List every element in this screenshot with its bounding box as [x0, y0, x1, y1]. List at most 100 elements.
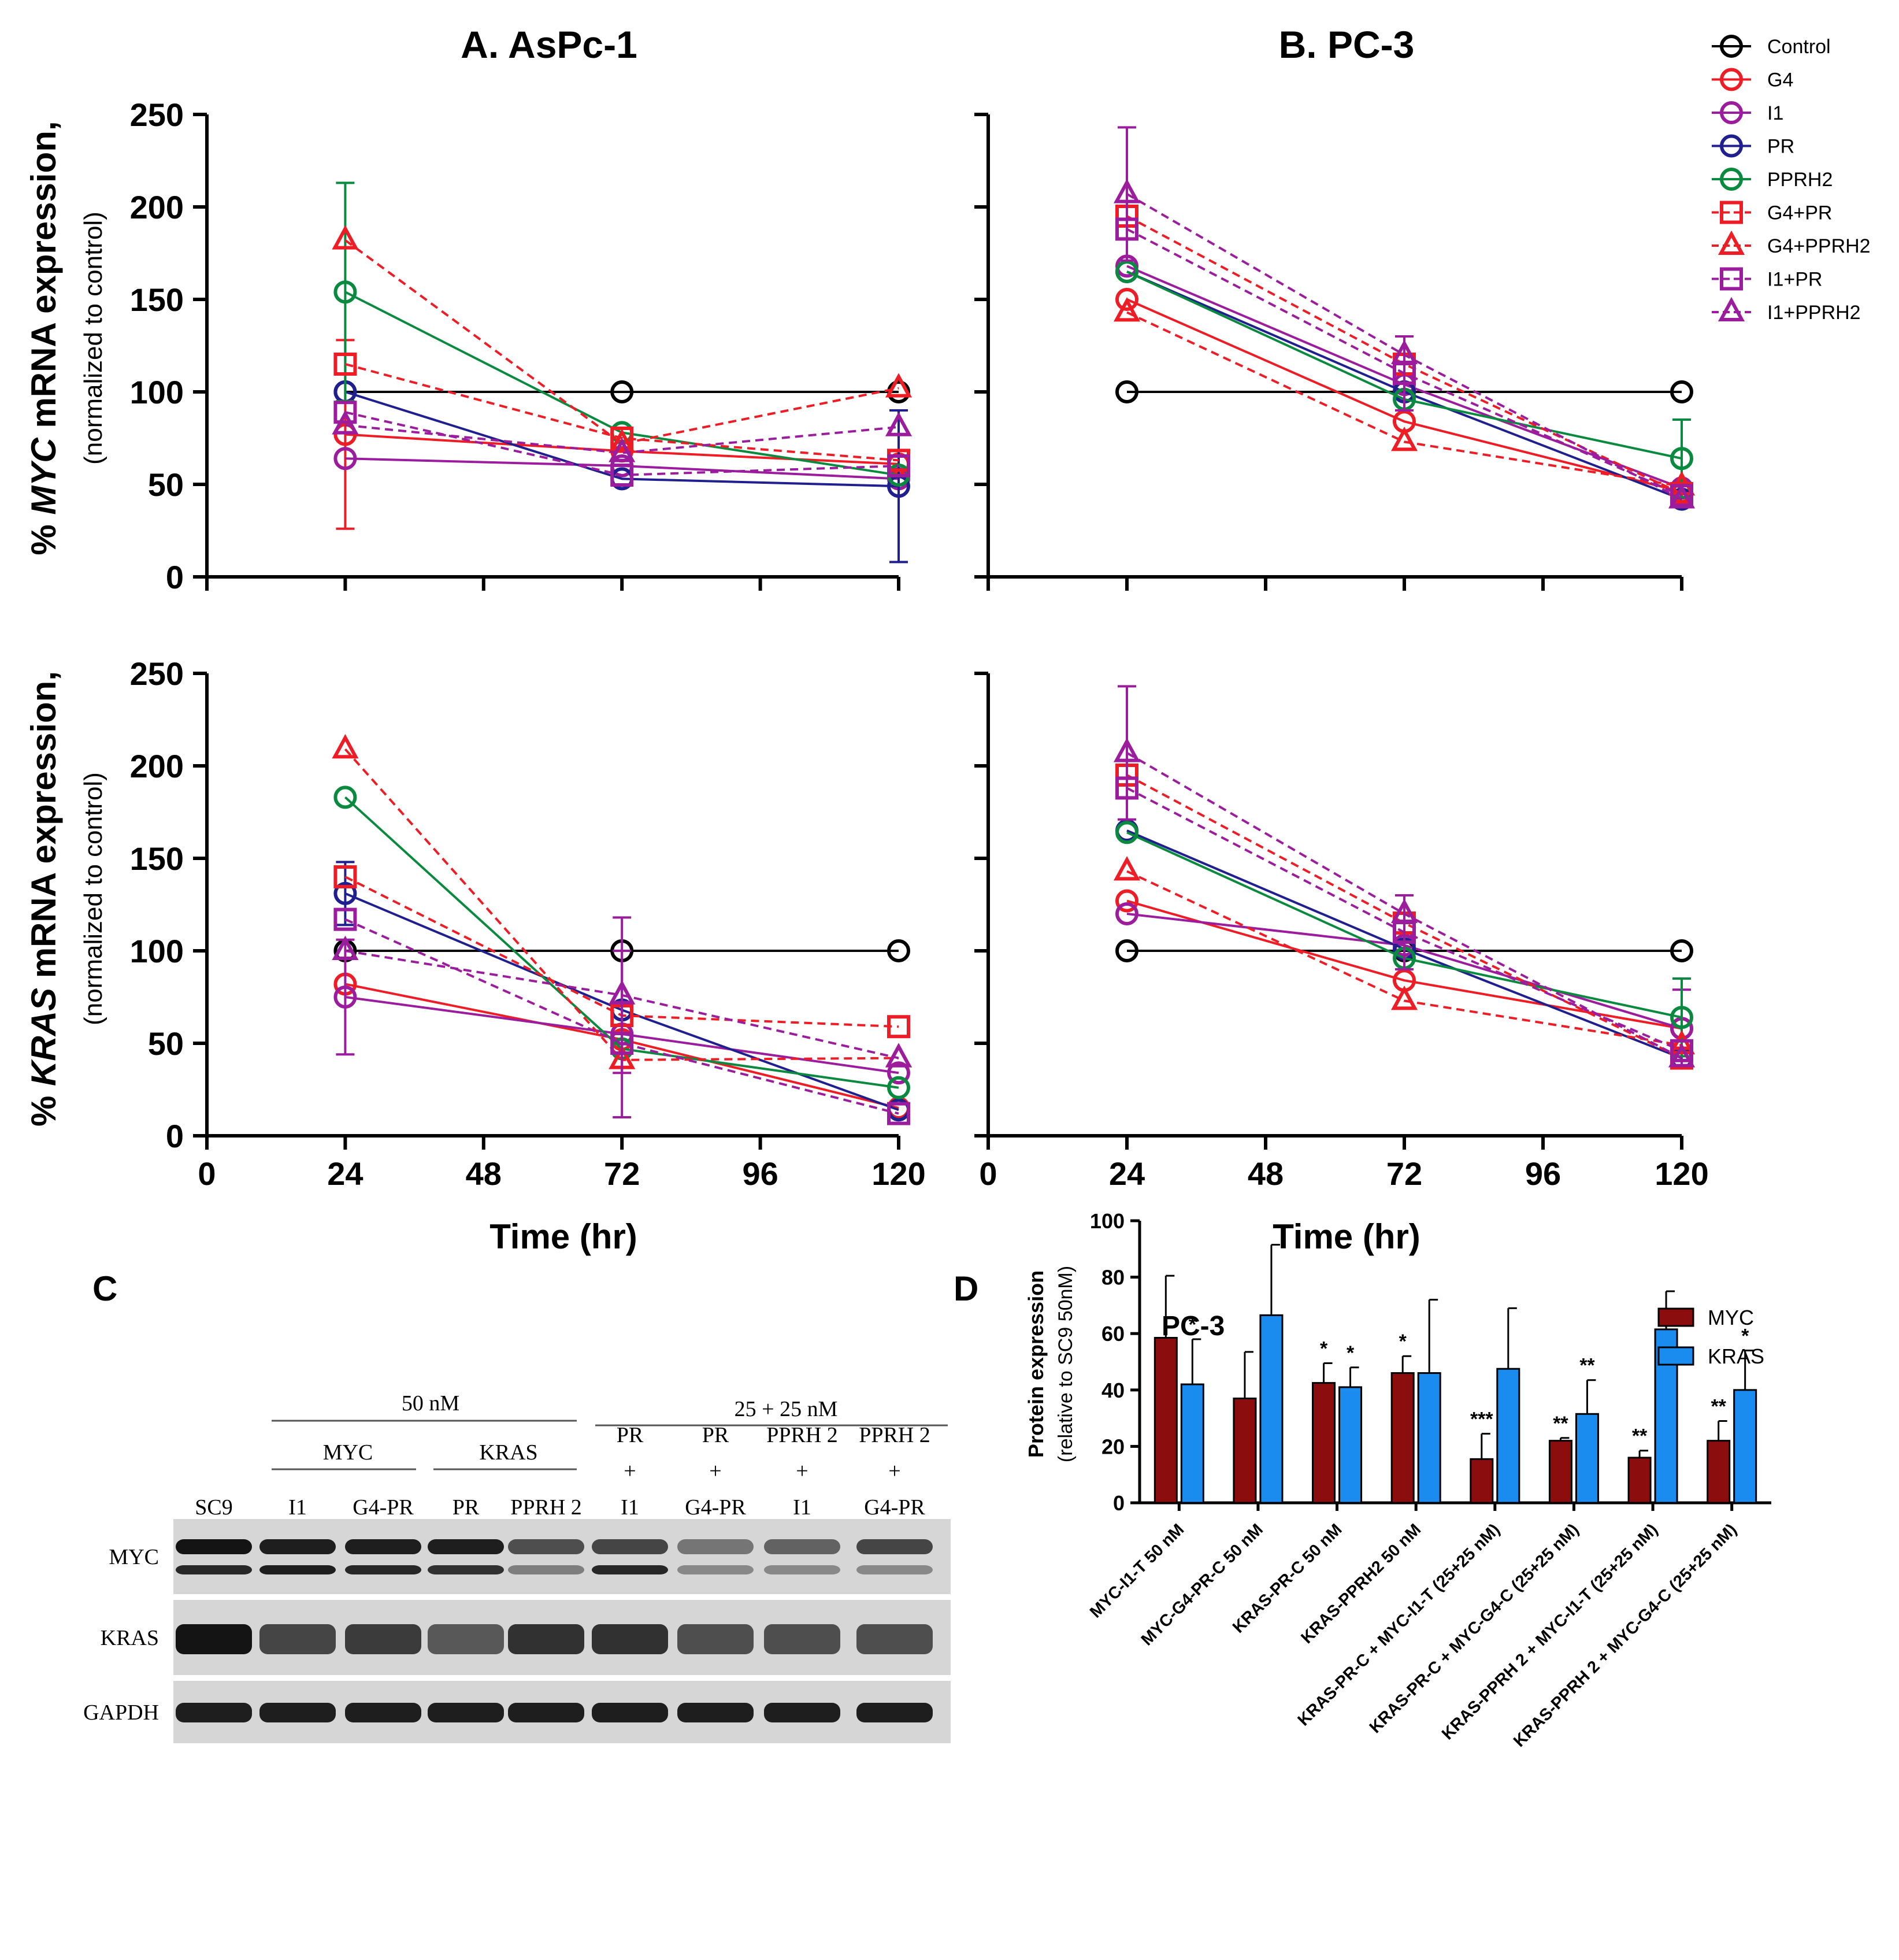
- series-line: [1126, 751, 1682, 1059]
- x-axis-label-right: Time (hr): [1273, 1217, 1420, 1256]
- legend-label: I1+PR: [1767, 269, 1822, 291]
- kras-ylabel-suffix: mRNA expression,: [24, 671, 63, 988]
- data-point: [610, 427, 634, 450]
- blot-sub-kras: KRAS: [479, 1440, 537, 1465]
- blot-band: [428, 1624, 504, 1654]
- series-line: [1126, 870, 1682, 1047]
- y-tick-label: 0: [1113, 1491, 1125, 1515]
- data-point: [887, 1015, 910, 1039]
- y-tick-label: 60: [1101, 1322, 1125, 1346]
- bar-legend-label: KRAS: [1708, 1344, 1764, 1368]
- y-tick-label: 0: [166, 1118, 184, 1154]
- series-line: [1126, 215, 1682, 495]
- series-line: [1126, 311, 1682, 488]
- data-point: [1115, 902, 1138, 925]
- legend-label: G4+PPRH2: [1767, 235, 1871, 257]
- blot-band: [259, 1703, 336, 1722]
- panel-c-label: C: [92, 1269, 117, 1308]
- legend-marker: [1720, 134, 1743, 158]
- blot-band: [259, 1624, 336, 1654]
- blot-lane-label: PPRH 2: [859, 1423, 930, 1447]
- series-line: [1126, 774, 1682, 1059]
- blot-band: [677, 1565, 754, 1574]
- blot-band: [677, 1624, 754, 1654]
- series-g4-pprh2: [332, 225, 913, 453]
- data-point: [333, 280, 357, 304]
- data-point: [1390, 427, 1418, 451]
- x-tick-label: 120: [1655, 1155, 1708, 1192]
- blot-rows: MYC KRAS GAPDH: [83, 1519, 951, 1743]
- y-tick-label: 50: [148, 1025, 184, 1062]
- blot-band: [345, 1539, 421, 1554]
- blot-lane-label: SC9: [195, 1495, 232, 1520]
- blot-band: [677, 1539, 754, 1554]
- y-tick-label: 80: [1101, 1266, 1125, 1290]
- bar-myc: [1154, 1337, 1178, 1504]
- legend-label: PR: [1767, 136, 1794, 158]
- significance-label: **: [1711, 1395, 1726, 1417]
- bar-kras: [1417, 1372, 1441, 1504]
- data-point: [1115, 821, 1138, 844]
- significance-label: **: [1579, 1355, 1595, 1377]
- blot-band: [176, 1539, 252, 1554]
- significance-label: *: [1399, 1331, 1407, 1353]
- bar-myc: [1233, 1397, 1257, 1504]
- blot-row-label: MYC: [109, 1545, 159, 1569]
- significance-label: **: [1553, 1413, 1568, 1435]
- legend-label: PPRH2: [1767, 169, 1833, 191]
- blot-band: [856, 1565, 933, 1574]
- legend-item-pprh2: PPRH2: [1712, 168, 1833, 191]
- blot-row-gapdh: GAPDH: [83, 1681, 951, 1743]
- data-point: [885, 373, 913, 398]
- chart-pc3-kras: 0 24 48 72 96 120: [974, 672, 1709, 1192]
- y-tick-label: 100: [130, 933, 184, 969]
- bar-legend-swatch: [1657, 1346, 1694, 1366]
- data-point: [1115, 288, 1138, 311]
- data-point: [609, 438, 636, 462]
- data-point: [1668, 1043, 1696, 1068]
- legend-label: G4+PR: [1767, 202, 1832, 224]
- blot-band: [259, 1539, 336, 1554]
- chart-pc3-protein: PC-3 0 20 40 60 80 100 Protein expression (relat…: [1024, 1209, 1771, 1751]
- blot-row-label: GAPDH: [83, 1700, 159, 1725]
- bar-myc: [1548, 1440, 1572, 1504]
- legend-item-g4-pr: G4+PR: [1712, 201, 1832, 224]
- legend-marker: [1720, 168, 1743, 191]
- data-point: [885, 412, 913, 436]
- blot-lane-label: +: [624, 1459, 636, 1483]
- bar-group-7: **KRAS-PPRH 2 + MYC-I1-T (25+25 nM): [1438, 1290, 1678, 1743]
- data-point: [1670, 447, 1693, 470]
- data-point: [332, 935, 359, 960]
- legend-marker: [1720, 35, 1743, 58]
- x-tick-label: 48: [466, 1155, 502, 1192]
- data-point: [1115, 380, 1138, 403]
- series-g4-pprh2: [1113, 856, 1696, 1055]
- series-i1-pr: [333, 401, 910, 487]
- blot-group1-header: 50 nM: [402, 1391, 459, 1416]
- y-tick-label: 40: [1101, 1379, 1125, 1402]
- legend-marker: [1720, 68, 1743, 91]
- blot-band: [508, 1624, 584, 1654]
- data-point: [332, 225, 359, 250]
- blot-band: [508, 1703, 584, 1722]
- blot-row-kras: KRAS: [101, 1600, 951, 1675]
- series-i1-pprh2: [1113, 126, 1696, 509]
- blot-band: [592, 1703, 668, 1722]
- blot-band: [592, 1624, 668, 1654]
- legend-marker: [1720, 267, 1743, 291]
- blot-lane-label: G4-PR: [685, 1495, 746, 1520]
- data-point: [333, 401, 357, 424]
- significance-label: *: [1347, 1342, 1355, 1364]
- blot-band: [345, 1703, 421, 1722]
- panel-b-title: B. PC-3: [1279, 23, 1415, 66]
- series-line: [1126, 192, 1682, 501]
- blot-band: [764, 1703, 840, 1722]
- legend-marker: [1720, 101, 1743, 124]
- data-point: [1670, 1039, 1693, 1062]
- data-point: [887, 1076, 910, 1099]
- series-i1-pprh2: [1113, 685, 1696, 1068]
- legend-item-g4: G4: [1712, 68, 1793, 91]
- blot-band: [764, 1565, 840, 1574]
- data-point: [1113, 297, 1141, 322]
